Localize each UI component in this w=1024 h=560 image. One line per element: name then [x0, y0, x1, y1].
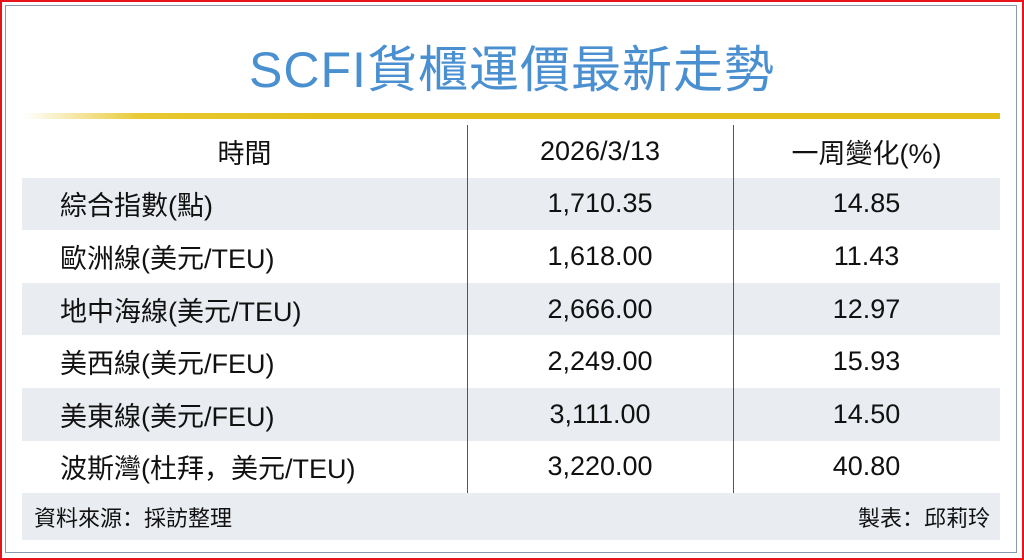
- source-note: 資料來源：採訪整理: [34, 505, 233, 531]
- column-divider: [733, 125, 734, 493]
- title-divider: [24, 113, 1000, 119]
- rate-value: 1,710.35: [547, 188, 653, 219]
- change-value: 12.97: [832, 293, 901, 324]
- page-title: SCFI貨櫃運價最新走勢: [249, 42, 775, 98]
- route-label: 美西線(美元/FEU): [60, 349, 275, 380]
- rate-value: 1,618.00: [547, 240, 653, 271]
- header-time: 時間: [217, 138, 272, 169]
- table-row: 地中海線(美元/TEU) 2,666.00 12.97: [22, 282, 1000, 336]
- route-label: 歐洲線(美元/TEU): [60, 243, 275, 274]
- freight-rate-table: 時間 2026/3/13 一周變化(%) 綜合指數(點) 1,710.35 14…: [22, 125, 1000, 541]
- inner-border: [5, 5, 1017, 553]
- rate-value: 2,666.00: [547, 293, 653, 324]
- change-value: 15.93: [832, 346, 901, 377]
- author-credit: 製表：邱莉玲: [857, 505, 990, 531]
- rate-value: 3,220.00: [547, 451, 653, 482]
- column-divider: [467, 125, 468, 493]
- rate-value: 2,249.00: [547, 346, 653, 377]
- table-row: 美西線(美元/FEU) 2,249.00 15.93: [22, 335, 1000, 388]
- change-value: 14.85: [832, 188, 901, 219]
- table-row: 歐洲線(美元/TEU) 1,618.00 11.43: [22, 230, 1000, 283]
- change-value: 11.43: [833, 240, 900, 271]
- route-label: 波斯灣(杜拜，美元/TEU): [60, 454, 356, 485]
- header-date: 2026/3/13: [539, 135, 661, 166]
- table-row: 波斯灣(杜拜，美元/TEU) 3,220.00 40.80: [22, 441, 1000, 494]
- table-footer: 資料來源：採訪整理 製表：邱莉玲: [22, 493, 1000, 541]
- table-row: 美東線(美元/FEU) 3,111.00 14.50: [22, 387, 1000, 441]
- table-row: 綜合指數(點) 1,710.35 14.85: [22, 177, 1000, 231]
- route-label: 綜合指數(點): [60, 191, 213, 222]
- rate-value: 3,111.00: [549, 398, 651, 429]
- route-label: 美東線(美元/FEU): [60, 401, 275, 432]
- table-header: 時間 2026/3/13 一周變化(%): [22, 125, 1000, 178]
- change-value: 40.80: [832, 451, 901, 482]
- change-value: 14.50: [832, 398, 901, 429]
- route-label: 地中海線(美元/TEU): [60, 296, 302, 327]
- header-weekly-change: 一周變化(%): [791, 138, 942, 169]
